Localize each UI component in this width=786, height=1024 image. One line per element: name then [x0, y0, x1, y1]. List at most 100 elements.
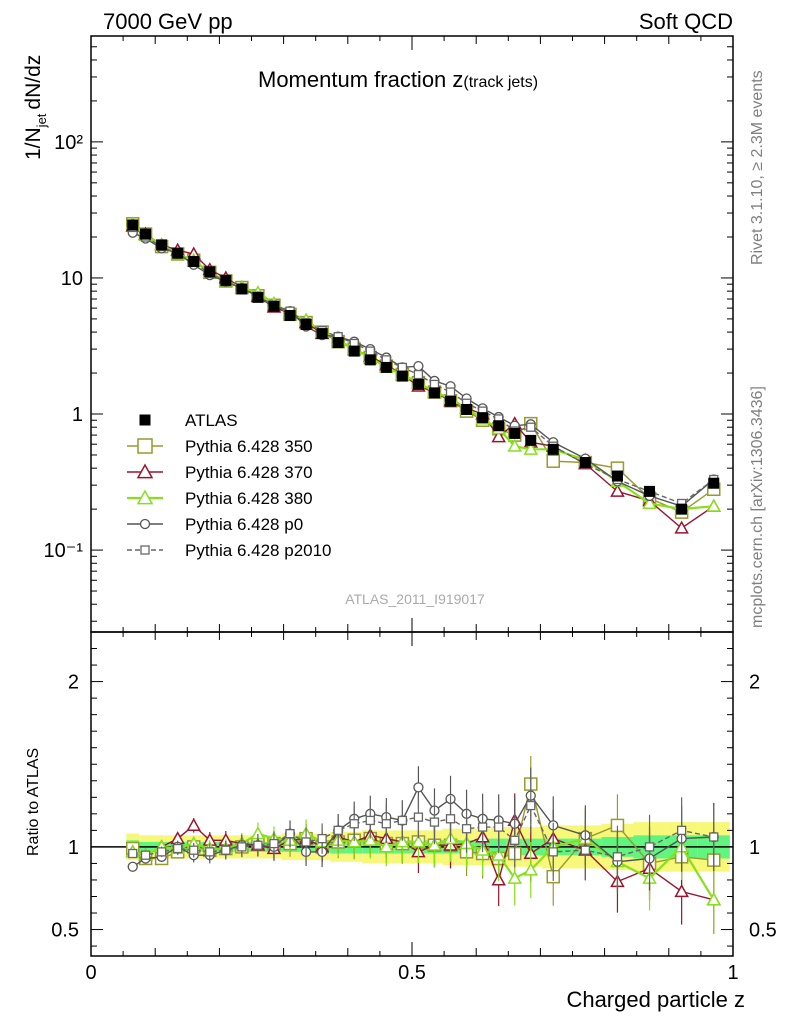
main-data-point — [380, 361, 392, 373]
ratio-y-tick-label: 1 — [68, 837, 79, 859]
x-tick-label: 1 — [727, 962, 738, 984]
header-left: 7000 GeV pp — [103, 9, 233, 34]
ratio-data-point — [427, 837, 442, 851]
ratio-data-point — [156, 847, 167, 857]
ratio-data-point — [346, 834, 362, 848]
main-y-tick-label: 10 — [61, 268, 83, 290]
ratio-data-point — [349, 819, 359, 829]
main-data-point — [236, 283, 248, 295]
legend-label: Pythia 6.428 380 — [185, 489, 313, 508]
ratio-data-point — [413, 812, 424, 822]
main-data-point — [493, 420, 505, 432]
ratio-data-point — [676, 825, 687, 836]
x-tick-label: 0.5 — [398, 962, 426, 984]
ratio-data-point — [301, 837, 311, 847]
ratio-data-point — [429, 817, 440, 827]
legend-marker — [140, 545, 150, 555]
main-data-point — [676, 503, 688, 515]
main-data-point — [127, 219, 139, 231]
main-data-point — [204, 266, 216, 278]
ratio-y-tick-label: 2 — [68, 672, 79, 694]
legend-label: Pythia 6.428 350 — [185, 437, 313, 456]
main-data-point — [547, 443, 559, 455]
ratio-data-point — [397, 815, 408, 826]
main-data-point — [708, 477, 720, 489]
ratio-data-point — [173, 843, 183, 854]
ratio-data-point — [445, 814, 456, 824]
ratio-data-point — [395, 834, 410, 848]
plot-title-main: Momentum fraction z — [258, 67, 463, 92]
main-ylabel: 1/Njet dN/dz — [22, 55, 49, 160]
ratio-data-point — [127, 861, 138, 872]
ratio-data-point — [526, 800, 536, 811]
main-data-point — [348, 345, 360, 357]
axes-layer: 10⁻¹ 1 10 10² 0 0.5 1 0.5 0.5 1 1 2 2 — [44, 35, 777, 984]
main-data-point — [611, 470, 623, 482]
ratio-data-point — [411, 834, 426, 848]
main-data-point — [674, 520, 689, 534]
legend-marker — [139, 518, 151, 530]
main-data-point — [396, 370, 408, 382]
legend-entry: Pythia 6.428 380 — [127, 489, 313, 508]
legend-label: Pythia 6.428 370 — [185, 463, 313, 482]
main-y-tick-label: 10² — [54, 132, 83, 154]
ratio-plot-frame — [90, 631, 734, 957]
ratio-data-point — [523, 862, 539, 876]
main-ylabel-main: 1/N — [22, 127, 45, 160]
main-data-point — [364, 354, 376, 366]
main-data-point — [642, 495, 657, 510]
ratio-data-point — [205, 847, 215, 857]
legend-entry: Pythia 6.428 p0 — [127, 515, 303, 534]
main-ylabel-tail: dN/dz — [22, 55, 45, 110]
main-data-point — [316, 328, 328, 340]
ratio-data-point — [477, 822, 488, 832]
ratio-data-point — [269, 838, 279, 849]
ratio-data-point — [644, 842, 655, 852]
ratio-data-point — [128, 848, 138, 859]
ratio-data-point — [285, 829, 295, 839]
header-right: Soft QCD — [639, 9, 733, 34]
main-data-point — [332, 337, 344, 349]
plot-title-sub: (track jets) — [463, 74, 538, 91]
rivet-version-label: Rivet 3.1.10, ≥ 2.3M events — [749, 70, 766, 265]
main-data-point — [461, 403, 473, 415]
ratio-ylabel: Ratio to ATLAS — [25, 748, 42, 856]
main-data-point — [365, 346, 375, 356]
ratio-data-point — [237, 842, 247, 852]
ratio-data-point — [381, 819, 391, 829]
legend-entry: ATLAS — [139, 411, 238, 430]
main-data-point — [525, 434, 537, 446]
main-y-tick-label: 10⁻¹ — [44, 540, 84, 562]
main-data-point — [140, 228, 152, 240]
main-data-point — [188, 256, 200, 268]
ratio-data-point — [491, 847, 506, 861]
main-data-point — [509, 427, 521, 439]
ratio-data-point — [186, 817, 201, 831]
legend-marker — [137, 438, 153, 454]
main-data-point — [412, 378, 424, 390]
ratio-data-point — [706, 892, 722, 906]
ratio-y-tick-label-right: 1 — [749, 837, 760, 859]
main-data-point — [579, 457, 591, 469]
ratio-data-point — [189, 845, 199, 855]
ratio-data-point — [612, 852, 623, 862]
main-series-atlas — [127, 219, 720, 515]
legend-marker — [136, 463, 154, 479]
main-data-point — [252, 291, 264, 303]
main-data-point — [644, 485, 656, 497]
ratio-data-point — [548, 847, 558, 857]
series-layer — [125, 216, 722, 934]
main-data-point — [445, 387, 456, 397]
main-data-point — [523, 441, 539, 455]
ratio-data-point — [510, 835, 520, 845]
legend: ATLAS Pythia 6.428 350 Pythia 6.428 370 Pyt… — [127, 411, 332, 560]
legend-marker — [139, 414, 151, 426]
legend-label: ATLAS — [185, 411, 238, 430]
ratio-data-point — [709, 832, 719, 842]
legend-entry: Pythia 6.428 370 — [127, 463, 313, 482]
main-data-point — [526, 422, 536, 432]
main-data-point — [413, 360, 424, 372]
ratio-data-point — [674, 883, 689, 898]
analysis-watermark: ATLAS_2011_I919017 — [345, 591, 485, 607]
